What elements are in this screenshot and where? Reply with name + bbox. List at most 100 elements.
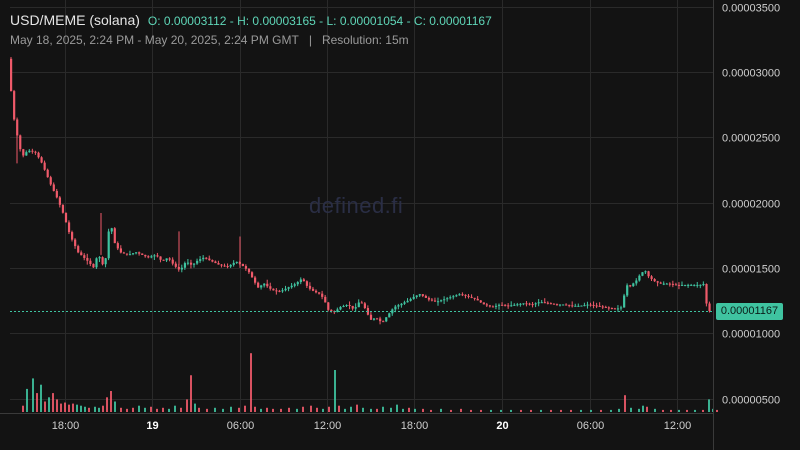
candle-body: [372, 318, 376, 320]
candle-body: [119, 248, 122, 253]
volume-bar: [110, 391, 112, 412]
candle-body: [559, 304, 562, 306]
candle-body: [528, 303, 531, 305]
candle-body: [135, 252, 138, 254]
volume-bar: [174, 405, 176, 412]
candle-body: [159, 256, 162, 260]
watermark-logo: defined.fi: [309, 193, 404, 218]
candle-body: [440, 300, 443, 302]
candle-body: [208, 258, 211, 261]
volume-bar: [430, 409, 432, 412]
price-axis[interactable]: 0.00003500 0.00003000 0.00002500 0.00002000…: [722, 3, 780, 407]
volume-bar: [670, 409, 672, 412]
candle-body: [141, 253, 144, 255]
y-tick-label: 0.00001500: [722, 264, 780, 276]
volume-bar: [686, 409, 688, 412]
volume-bar: [102, 405, 104, 412]
candle-body: [623, 295, 626, 308]
volume-bar: [84, 406, 86, 412]
candle-body: [241, 263, 244, 267]
candle-body: [437, 301, 440, 303]
candle-body: [217, 263, 220, 265]
volume-bar: [480, 409, 482, 412]
candle-body: [409, 298, 412, 301]
volume-bar: [114, 401, 116, 412]
candle-body: [525, 303, 528, 305]
candle-body: [635, 280, 638, 284]
candle-body: [336, 309, 339, 313]
resolution: Resolution: 15m: [321, 33, 409, 47]
candle-body: [653, 279, 656, 282]
candle-body: [260, 285, 263, 288]
candle-body: [461, 294, 464, 296]
candle-body: [662, 283, 665, 285]
candle-body: [452, 296, 455, 298]
last-price-badge: 0.00001167: [716, 302, 783, 320]
candle-body: [616, 308, 620, 310]
candle-body: [296, 282, 299, 285]
volume-bar: [470, 409, 472, 412]
candle-body: [488, 305, 492, 307]
candle-body: [494, 305, 498, 307]
candle-body: [656, 281, 659, 283]
candle-body: [546, 302, 549, 304]
candle-body: [604, 306, 607, 308]
volume-bar: [56, 399, 58, 412]
volume-bar: [362, 407, 364, 412]
volume-bar: [194, 403, 196, 412]
candle-body: [37, 152, 40, 158]
candle-body: [205, 257, 208, 259]
candle-body: [504, 304, 507, 306]
candle-body: [513, 304, 516, 306]
candle-body: [263, 283, 266, 286]
volume-bar: [316, 407, 318, 412]
candle-body: [430, 299, 434, 301]
candle-body: [510, 305, 513, 307]
candle-body: [351, 305, 354, 309]
candle-body: [116, 243, 119, 249]
volume-bar: [214, 407, 216, 412]
candle-body: [555, 304, 559, 306]
volume-bar: [180, 407, 182, 412]
candle-body: [125, 253, 129, 255]
candle-body: [357, 302, 360, 308]
candle-body: [684, 284, 687, 286]
candle-body: [318, 292, 321, 294]
candle-body: [10, 58, 13, 92]
volume-bar: [280, 408, 282, 412]
candle-body: [363, 303, 366, 308]
candle-body: [40, 157, 43, 163]
candle-body: [302, 279, 305, 282]
volume-bar: [302, 406, 304, 412]
volume-bar: [694, 409, 696, 412]
time-axis[interactable]: 18:00 19 06:00 12:00 18:00 20 06:00 12:00: [52, 420, 692, 432]
candle-body: [693, 284, 696, 286]
candle-body: [223, 265, 226, 267]
volume-bar: [98, 407, 100, 412]
candle-body: [690, 284, 693, 286]
volume-bar: [610, 409, 612, 412]
candle-body: [196, 260, 199, 264]
volume-bar: [450, 409, 452, 412]
candle-body: [165, 258, 168, 261]
candle-body: [110, 228, 113, 232]
candle-body: [77, 246, 80, 253]
candle-body: [250, 272, 254, 278]
volume-bar: [168, 408, 170, 412]
volume-bar: [230, 406, 232, 412]
candle-body: [281, 290, 284, 292]
volume-bar: [662, 409, 664, 412]
candle-body: [235, 261, 238, 263]
volume-bar: [328, 406, 330, 412]
candle-body: [562, 304, 565, 306]
volume-bar: [440, 408, 442, 412]
candle-body: [531, 304, 534, 306]
volume-bar: [52, 393, 54, 412]
candle-body: [360, 302, 363, 304]
volume-bar: [132, 407, 134, 412]
y-tick-label: 0.00003000: [722, 68, 780, 80]
candle-body: [287, 287, 290, 289]
candle-body: [589, 304, 592, 306]
volume-bar: [244, 405, 246, 412]
